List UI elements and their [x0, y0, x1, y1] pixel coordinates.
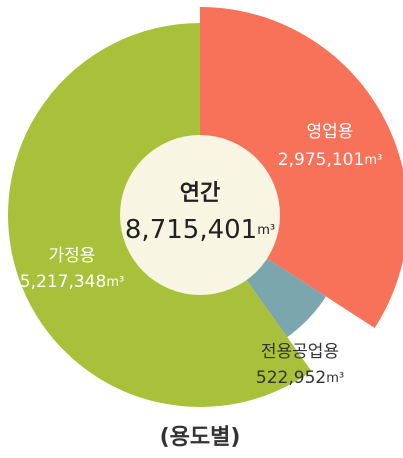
unit: m³ — [106, 275, 124, 290]
slice-value: 5,217,348m³ — [20, 272, 124, 292]
slice-label: 전용공업용 — [261, 342, 339, 362]
unit: m³ — [326, 371, 344, 386]
value-label: 522,952 — [256, 368, 326, 388]
center-value-label: 8,715,401 — [125, 215, 257, 245]
center-label: 연간 — [180, 181, 220, 206]
slice-value: 522,952m³ — [256, 368, 344, 388]
slice-value: 2,975,101m³ — [278, 150, 382, 170]
value-label: 5,217,348 — [20, 272, 107, 292]
slice-label: 가정용 — [49, 246, 96, 266]
center-circle — [120, 135, 280, 295]
slice-label: 영업용 — [307, 122, 354, 142]
unit: m³ — [364, 153, 382, 168]
value-label: 2,975,101 — [278, 150, 365, 170]
chart-title: (용도별) — [160, 425, 241, 450]
unit: m³ — [257, 223, 275, 238]
center-value: 8,715,401m³ — [125, 215, 275, 245]
